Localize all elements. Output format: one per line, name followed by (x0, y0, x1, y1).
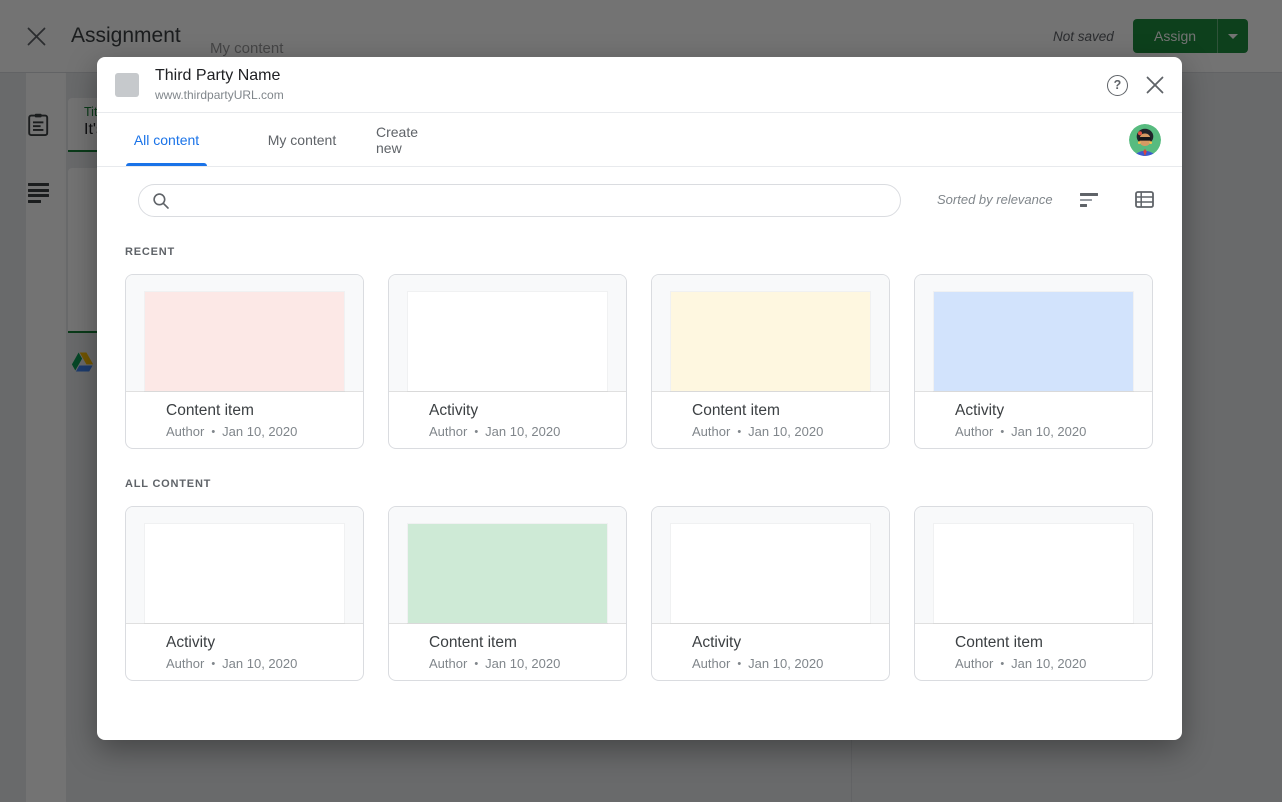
card-text: Content item Author • Jan 10, 2020 (915, 623, 1152, 671)
card-text: Activity Author • Jan 10, 2020 (389, 391, 626, 439)
card-text: Activity Author • Jan 10, 2020 (915, 391, 1152, 439)
card-date: Jan 10, 2020 (222, 656, 298, 671)
thumbnail-image (671, 292, 870, 391)
meta-separator: • (737, 658, 742, 670)
content-card[interactable]: Content item Author • Jan 10, 2020 (125, 274, 364, 449)
card-author: Author (955, 424, 994, 439)
thumbnail-image (145, 292, 344, 391)
card-date: Jan 10, 2020 (222, 424, 298, 439)
content-card[interactable]: Activity Author • Jan 10, 2020 (125, 506, 364, 681)
card-meta: Author • Jan 10, 2020 (955, 424, 1140, 439)
card-text: Content item Author • Jan 10, 2020 (652, 391, 889, 439)
card-thumbnail (915, 275, 1152, 391)
content-section: ALL CONTENT Activity Author • Jan 10, 2020… (125, 478, 1154, 681)
sort-status-label: Sorted by relevance (937, 192, 1053, 207)
meta-separator: • (737, 426, 742, 438)
card-author: Author (692, 656, 731, 671)
card-text: Content item Author • Jan 10, 2020 (389, 623, 626, 671)
card-title: Activity (692, 634, 742, 651)
card-meta: Author • Jan 10, 2020 (429, 656, 614, 671)
section-label: ALL CONTENT (125, 478, 212, 490)
content-card[interactable]: Activity Author • Jan 10, 2020 (914, 274, 1153, 449)
list-view-icon[interactable] (1135, 191, 1154, 208)
tab-create-new[interactable]: Create new (376, 123, 419, 156)
dialog-body: Sorted by relevance RECENT Content item (97, 184, 1182, 681)
card-date: Jan 10, 2020 (485, 656, 561, 671)
thumbnail-image (934, 524, 1133, 623)
thumbnail-image (934, 292, 1133, 391)
content-card[interactable]: Content item Author • Jan 10, 2020 (651, 274, 890, 449)
card-author: Author (166, 656, 205, 671)
card-meta: Author • Jan 10, 2020 (166, 656, 351, 671)
card-thumbnail (126, 507, 363, 623)
third-party-picker-dialog: Third Party Name www.thirdpartyURL.com ?… (97, 57, 1182, 740)
card-text: Activity Author • Jan 10, 2020 (652, 623, 889, 671)
card-meta: Author • Jan 10, 2020 (166, 424, 351, 439)
card-title: Content item (429, 634, 517, 651)
thumbnail-image (671, 524, 870, 623)
card-author: Author (955, 656, 994, 671)
card-date: Jan 10, 2020 (485, 424, 561, 439)
active-tab-indicator (126, 163, 207, 166)
meta-separator: • (474, 658, 479, 670)
card-title: Content item (166, 402, 254, 419)
card-thumbnail (126, 275, 363, 391)
meta-separator: • (474, 426, 479, 438)
search-input[interactable] (179, 185, 900, 216)
card-meta: Author • Jan 10, 2020 (429, 424, 614, 439)
app-name: Third Party Name (155, 67, 281, 84)
dialog-header: Third Party Name www.thirdpartyURL.com ? (97, 57, 1182, 113)
meta-separator: • (1000, 658, 1005, 670)
card-text: Activity Author • Jan 10, 2020 (126, 623, 363, 671)
avatar[interactable] (1129, 124, 1161, 156)
thumbnail-image (408, 292, 607, 391)
content-card[interactable]: Activity Author • Jan 10, 2020 (651, 506, 890, 681)
card-grid: Content item Author • Jan 10, 2020 Activit… (125, 274, 1154, 449)
content-card[interactable]: Activity Author • Jan 10, 2020 (388, 274, 627, 449)
card-title: Activity (429, 402, 479, 419)
dialog-tabs: All content My content Create new (97, 113, 1182, 167)
app-url: www.thirdpartyURL.com (155, 88, 284, 102)
search-icon (153, 192, 169, 209)
sort-icon[interactable] (1080, 193, 1098, 210)
card-text: Content item Author • Jan 10, 2020 (126, 391, 363, 439)
meta-separator: • (1000, 426, 1005, 438)
card-title: Activity (955, 402, 1005, 419)
app-placeholder-icon (115, 73, 139, 97)
meta-separator: • (211, 426, 216, 438)
card-meta: Author • Jan 10, 2020 (955, 656, 1140, 671)
thumbnail-image (145, 524, 344, 623)
help-icon[interactable]: ? (1107, 74, 1128, 96)
card-title: Activity (166, 634, 216, 651)
search-bar[interactable] (138, 184, 901, 217)
card-date: Jan 10, 2020 (1011, 656, 1087, 671)
card-date: Jan 10, 2020 (1011, 424, 1087, 439)
card-title: Content item (955, 634, 1043, 651)
card-author: Author (692, 424, 731, 439)
card-thumbnail (915, 507, 1152, 623)
card-author: Author (429, 424, 468, 439)
card-meta: Author • Jan 10, 2020 (692, 656, 877, 671)
tab-all-content[interactable]: All content (126, 113, 207, 166)
card-thumbnail (389, 507, 626, 623)
tab-my-content[interactable]: My content (267, 131, 337, 148)
card-thumbnail (652, 275, 889, 391)
card-title: Content item (692, 402, 780, 419)
content-section: RECENT Content item Author • Jan 10, 2020 … (125, 246, 1154, 449)
card-author: Author (429, 656, 468, 671)
card-thumbnail (652, 507, 889, 623)
card-date: Jan 10, 2020 (748, 656, 824, 671)
thumbnail-image (408, 524, 607, 623)
card-grid: Activity Author • Jan 10, 2020 Content ite… (125, 506, 1154, 681)
close-icon[interactable] (1145, 75, 1165, 95)
card-thumbnail (389, 275, 626, 391)
content-card[interactable]: Content item Author • Jan 10, 2020 (914, 506, 1153, 681)
section-label: RECENT (125, 246, 176, 258)
content-card[interactable]: Content item Author • Jan 10, 2020 (388, 506, 627, 681)
card-author: Author (166, 424, 205, 439)
card-date: Jan 10, 2020 (748, 424, 824, 439)
card-meta: Author • Jan 10, 2020 (692, 424, 877, 439)
meta-separator: • (211, 658, 216, 670)
